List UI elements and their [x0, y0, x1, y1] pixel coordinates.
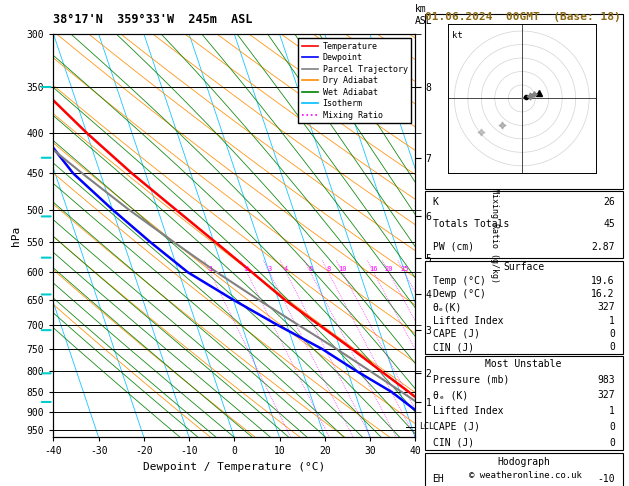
Text: 8: 8 [326, 266, 330, 272]
Y-axis label: hPa: hPa [11, 226, 21, 246]
Text: Surface: Surface [503, 262, 544, 272]
Text: 2: 2 [245, 266, 249, 272]
Text: K: K [433, 197, 438, 208]
Text: 1: 1 [609, 406, 615, 416]
Text: 4: 4 [284, 266, 288, 272]
Text: 2.87: 2.87 [591, 242, 615, 252]
Text: Lifted Index: Lifted Index [433, 315, 503, 326]
Text: 0: 0 [609, 422, 615, 432]
Bar [425, 260, 623, 354]
Text: Totals Totals: Totals Totals [433, 220, 509, 229]
Text: Dewp (°C): Dewp (°C) [433, 289, 486, 299]
Text: 25: 25 [400, 266, 408, 272]
Text: kt: kt [452, 31, 462, 40]
Text: 3: 3 [267, 266, 272, 272]
Text: θₑ(K): θₑ(K) [433, 302, 462, 312]
Text: 1: 1 [208, 266, 213, 272]
Text: km
ASL: km ASL [415, 4, 433, 26]
Text: 1: 1 [609, 315, 615, 326]
Text: 327: 327 [597, 302, 615, 312]
Text: 38°17'N  359°33'W  245m  ASL: 38°17'N 359°33'W 245m ASL [53, 13, 253, 26]
Text: 6: 6 [308, 266, 313, 272]
Text: 01.06.2024  00GMT  (Base: 18): 01.06.2024 00GMT (Base: 18) [425, 12, 620, 22]
Text: PW (cm): PW (cm) [433, 242, 474, 252]
Text: 16: 16 [369, 266, 378, 272]
Legend: Temperature, Dewpoint, Parcel Trajectory, Dry Adiabat, Wet Adiabat, Isotherm, Mi: Temperature, Dewpoint, Parcel Trajectory… [299, 38, 411, 123]
Text: EH: EH [433, 474, 444, 484]
Text: © weatheronline.co.uk: © weatheronline.co.uk [469, 471, 582, 480]
Text: 45: 45 [603, 220, 615, 229]
Text: CIN (J): CIN (J) [433, 342, 474, 352]
Text: Temp (°C): Temp (°C) [433, 276, 486, 285]
Text: Mixing Ratio (g/kg): Mixing Ratio (g/kg) [490, 188, 499, 283]
Text: 20: 20 [384, 266, 393, 272]
Text: 327: 327 [597, 390, 615, 400]
Text: Lifted Index: Lifted Index [433, 406, 503, 416]
Text: 0: 0 [609, 437, 615, 448]
Bar [425, 356, 623, 451]
Text: 983: 983 [597, 375, 615, 385]
Bar [425, 15, 623, 189]
Text: CAPE (J): CAPE (J) [433, 329, 479, 339]
Text: Most Unstable: Most Unstable [486, 359, 562, 369]
Text: Hodograph: Hodograph [497, 456, 550, 467]
Text: 0: 0 [609, 342, 615, 352]
Bar [425, 191, 623, 258]
Text: CIN (J): CIN (J) [433, 437, 474, 448]
Text: -10: -10 [597, 474, 615, 484]
Text: 0: 0 [609, 329, 615, 339]
Text: θₑ (K): θₑ (K) [433, 390, 468, 400]
Bar [425, 453, 623, 486]
Text: 19.6: 19.6 [591, 276, 615, 285]
Text: 26: 26 [603, 197, 615, 208]
Text: Pressure (mb): Pressure (mb) [433, 375, 509, 385]
Text: CAPE (J): CAPE (J) [433, 422, 479, 432]
Text: 16.2: 16.2 [591, 289, 615, 299]
X-axis label: Dewpoint / Temperature (°C): Dewpoint / Temperature (°C) [143, 462, 325, 472]
Text: 10: 10 [338, 266, 347, 272]
Text: LCL: LCL [420, 422, 434, 431]
